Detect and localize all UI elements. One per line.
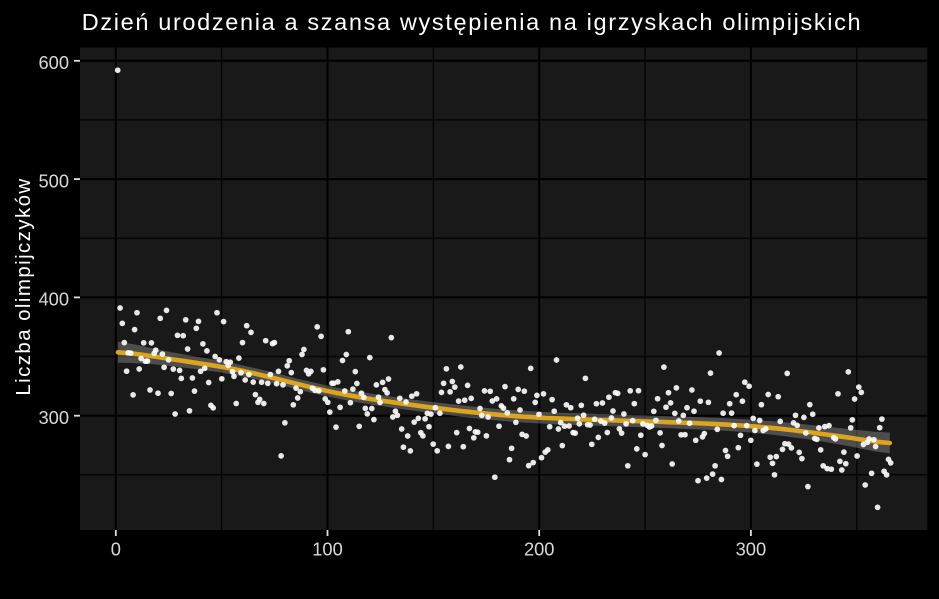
- svg-text:200: 200: [524, 539, 555, 560]
- svg-text:300: 300: [38, 407, 69, 428]
- svg-text:Liczba olimpijczyków: Liczba olimpijczyków: [12, 177, 35, 395]
- svg-text:400: 400: [38, 289, 69, 310]
- svg-text:500: 500: [38, 170, 69, 191]
- svg-text:600: 600: [38, 52, 69, 73]
- svg-text:300: 300: [736, 539, 767, 560]
- svg-text:Dzień urodzenia a szansa wystę: Dzień urodzenia a szansa występienia na …: [82, 9, 863, 35]
- svg-text:0: 0: [111, 539, 121, 560]
- svg-text:100: 100: [312, 539, 343, 560]
